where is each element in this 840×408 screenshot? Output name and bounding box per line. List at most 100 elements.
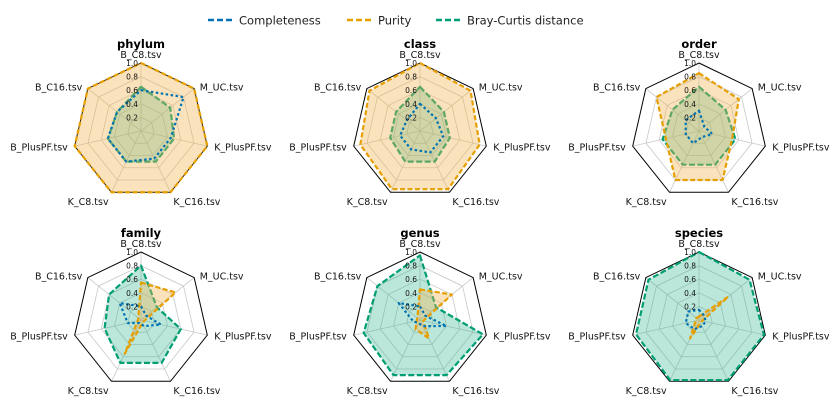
axis-label: B_PlusPF.tsv [568, 332, 626, 343]
grid-spoke [390, 319, 421, 382]
grid-ring [658, 278, 740, 358]
tick-label: 0.2 [684, 113, 696, 122]
grid-ring [685, 116, 713, 144]
axis-label: B_PlusPF.tsv [10, 332, 68, 343]
grid-spoke [698, 319, 766, 336]
grid-spoke [698, 130, 729, 193]
radar-panel-class: 0.2 0.4 0.6 0.8 1.0B_C8.tsv M_UC.tsv K_PlusPF.… [289, 37, 551, 208]
axis-label: K_PlusPF.tsv [493, 332, 551, 343]
tick-label: 0.6 [126, 86, 138, 95]
axis-label: B_PlusPF.tsv [10, 143, 68, 154]
grid-spoke [87, 277, 142, 321]
grid-ring [672, 292, 726, 345]
grid-ring [672, 103, 726, 156]
tick-label: 0.2 [405, 113, 417, 122]
axis-label: B_C8.tsv [399, 50, 441, 61]
series-purity [359, 61, 481, 191]
grid-ring [127, 116, 155, 144]
grid-spoke [419, 130, 487, 147]
radar-panel-genus: 0.2 0.4 0.6 0.8 1.0B_C8.tsv M_UC.tsv K_PlusPF.… [289, 226, 551, 397]
grid-spoke [419, 88, 474, 132]
series-bray-curtis-distance [106, 85, 176, 163]
axis-label: B_PlusPF.tsv [289, 332, 347, 343]
grid-spoke [366, 88, 421, 132]
axis-label: K_C8.tsv [347, 197, 388, 208]
axis-label: B_C8.tsv [399, 239, 441, 250]
grid-spoke [140, 319, 171, 382]
panel-title: species [675, 226, 723, 240]
grid-ring [379, 278, 461, 358]
grid-spoke [419, 319, 487, 336]
legend: Completeness Purity Bray-Curtis distance [208, 14, 584, 28]
grid-spoke [390, 130, 421, 193]
tick-label: 0.6 [684, 86, 696, 95]
tick-label: 1.0 [405, 59, 417, 68]
grid-spoke [140, 88, 195, 132]
axis-label: B_PlusPF.tsv [289, 143, 347, 154]
tick-label: 0.8 [684, 73, 696, 82]
axis-label: K_C8.tsv [68, 386, 109, 397]
axis-label: K_C16.tsv [731, 386, 778, 397]
legend-label: Completeness [239, 14, 321, 28]
tick-label: 0.2 [126, 302, 138, 311]
tick-label: 0.2 [684, 302, 696, 311]
grid-ring [379, 89, 461, 169]
grid-ring [406, 116, 434, 144]
panel-title: genus [400, 226, 439, 240]
panel-title: order [681, 37, 717, 51]
grid-spoke [645, 277, 700, 321]
series-purity [123, 281, 177, 355]
series-purity [655, 72, 740, 182]
axis-label: B_C16.tsv [35, 271, 83, 282]
grid-ring [658, 89, 740, 169]
axis-label: B_C16.tsv [593, 82, 641, 93]
grid-ring [87, 265, 195, 370]
axis-label: B_C16.tsv [593, 271, 641, 282]
tick-label: 0.2 [405, 302, 417, 311]
tick-label: 0.4 [405, 100, 417, 109]
legend-item-purity: Purity [347, 14, 411, 28]
grid-spoke [669, 130, 700, 193]
outer-frame [632, 251, 766, 382]
tick-label: 0.4 [684, 289, 696, 298]
outer-frame [74, 251, 208, 382]
axis-label: M_UC.tsv [200, 271, 244, 282]
grid-spoke [353, 130, 421, 147]
grid-ring [114, 292, 168, 345]
grid-ring [645, 265, 753, 370]
legend-item-bray-curtis-distance: Bray-Curtis distance [436, 14, 584, 28]
axis-label: B_C16.tsv [314, 271, 362, 282]
panel-title: class [404, 37, 436, 51]
legend-label: Purity [378, 14, 411, 28]
axis-label: K_C16.tsv [452, 197, 499, 208]
series-bray-curtis-distance [661, 85, 737, 166]
grid-spoke [669, 319, 700, 382]
tick-label: 1.0 [405, 248, 417, 257]
panel-title: family [121, 226, 162, 240]
axis-label: M_UC.tsv [479, 82, 523, 93]
axis-label: M_UC.tsv [200, 82, 244, 93]
grid-spoke [645, 88, 700, 132]
tick-label: 0.6 [405, 86, 417, 95]
tick-label: 0.6 [126, 275, 138, 284]
tick-label: 0.6 [684, 275, 696, 284]
axis-label: K_C8.tsv [626, 386, 667, 397]
legend-item-completeness: Completeness [208, 14, 321, 28]
axis-label: K_C16.tsv [173, 197, 220, 208]
grid-ring [393, 103, 447, 156]
outer-frame [353, 62, 487, 193]
tick-label: 0.4 [126, 289, 138, 298]
series-purity [73, 61, 209, 194]
tick-label: 0.4 [405, 289, 417, 298]
grid-spoke [419, 319, 450, 382]
tick-label: 0.6 [405, 275, 417, 284]
axis-label: K_C8.tsv [626, 197, 667, 208]
radar-panels: 0.20.40.60.81.0B_C8.tsvM_UC.tsvK_PlusPF.… [10, 37, 830, 397]
axis-label: K_PlusPF.tsv [214, 143, 272, 154]
axis-label: K_PlusPF.tsv [493, 143, 551, 154]
radar-panel-family: 0.2 0.4 0.6 0.8 1.0B_C8.tsv M_UC.tsv K_PlusPF.… [10, 226, 272, 397]
tick-label: 0.8 [126, 262, 138, 271]
axis-label: K_C8.tsv [347, 386, 388, 397]
tick-label: 0.8 [126, 73, 138, 82]
axis-label: K_C16.tsv [731, 197, 778, 208]
